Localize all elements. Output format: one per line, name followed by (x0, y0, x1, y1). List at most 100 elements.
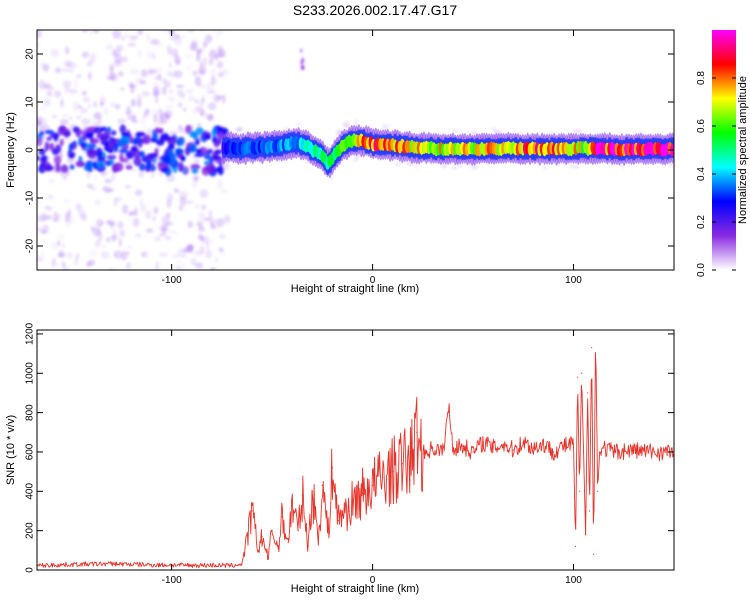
noise-blob (80, 214, 87, 221)
snr-point (591, 347, 593, 349)
noise-blob (173, 30, 179, 32)
snr-point (261, 535, 263, 538)
snr-point (552, 451, 555, 453)
plot2-xtick-label: 0 (370, 575, 376, 586)
snr-point (653, 451, 655, 453)
noise-core-blob (177, 162, 184, 172)
noise-core-blob (133, 156, 142, 167)
noise-blob (162, 30, 167, 33)
noise-blob (145, 228, 154, 233)
noise-blob (159, 253, 168, 257)
noise-blob (132, 269, 134, 270)
plot2-xtick-label: -100 (162, 575, 182, 586)
noise-core-blob (213, 141, 220, 148)
noise-core-blob (83, 164, 92, 172)
snr-point (442, 451, 444, 453)
snr-point (448, 406, 450, 408)
noise-blob (60, 98, 64, 108)
noise-core-blob (207, 148, 214, 154)
noise-blob (42, 239, 46, 243)
noise-blob (138, 78, 143, 85)
noise-core-blob (53, 155, 62, 165)
noise-blob (46, 90, 53, 97)
noise-core-blob (217, 165, 224, 176)
noise-core-blob (133, 149, 142, 159)
noise-blob (89, 249, 97, 257)
noise-core-blob (87, 143, 97, 149)
snr-point (281, 516, 283, 518)
noise-core-blob (85, 126, 94, 133)
noise-blob (97, 231, 103, 242)
noise-blob (159, 120, 168, 125)
noise-blob (203, 90, 210, 95)
noise-blob (194, 250, 201, 257)
colorbar-tick-label: 0.0 (696, 263, 707, 277)
noise-blob (194, 76, 202, 86)
noise-blob (68, 89, 78, 94)
noise-blob (199, 68, 206, 75)
noise-core-blob (150, 166, 157, 171)
noise-blob (169, 90, 173, 94)
haze-blob (235, 126, 243, 133)
noise-blob (141, 90, 150, 97)
noise-blob (125, 251, 130, 256)
noise-core-blob (80, 142, 87, 147)
noise-core-blob (110, 130, 117, 136)
noise-core-blob (49, 143, 54, 150)
snr-point (582, 451, 585, 453)
noise-blob (170, 254, 180, 259)
noise-blob (209, 219, 217, 227)
haze-blob (492, 126, 497, 133)
noise-blob (206, 113, 214, 122)
noise-core-blob (37, 138, 43, 147)
snr-point (257, 549, 259, 551)
noise-blob (127, 216, 131, 221)
noise-blob (86, 172, 91, 178)
noise-blob (125, 262, 132, 269)
snr-point (412, 455, 414, 457)
noise-blob (112, 48, 122, 57)
noise-blob (195, 47, 201, 56)
snr-point (251, 510, 253, 512)
figure-title: S233.2026.002.17.47.G17 (292, 2, 458, 18)
noise-blob (64, 87, 71, 94)
noise-blob (54, 90, 62, 98)
noise-core-blob (69, 164, 75, 170)
noise-core-blob (211, 155, 222, 161)
noise-blob (140, 116, 146, 124)
noise-blob (43, 124, 50, 131)
noise-blob (169, 70, 179, 78)
noise-blob (58, 250, 65, 257)
noise-core-blob (191, 167, 199, 174)
noise-blob (63, 267, 70, 270)
noise-blob (105, 220, 111, 225)
noise-blob (133, 207, 139, 216)
noise-blob (81, 51, 89, 59)
noise-blob (89, 52, 97, 63)
noise-blob (96, 228, 102, 234)
colorbar-tick-label: 0.2 (696, 215, 707, 229)
noise-blob (157, 108, 164, 117)
snr-point (512, 449, 514, 451)
noise-blob (93, 30, 100, 34)
snr-point (267, 557, 269, 559)
noise-core-blob (165, 136, 174, 142)
plot2-ytick-label: 1000 (25, 362, 36, 385)
noise-blob (117, 118, 126, 124)
noise-blob (95, 218, 103, 228)
noise-core-blob (139, 163, 146, 171)
noise-blob (166, 70, 171, 77)
noise-blob (192, 70, 198, 76)
noise-blob (112, 227, 118, 236)
noise-blob (52, 218, 59, 222)
snr-point (599, 451, 601, 453)
noise-blob (181, 35, 186, 39)
snr-point (574, 545, 577, 547)
noise-core-blob (80, 129, 87, 135)
noise-blob (120, 56, 128, 63)
noise-blob (99, 95, 106, 106)
noise-blob (197, 211, 206, 217)
noise-blob (62, 136, 72, 143)
noise-blob (37, 227, 42, 232)
